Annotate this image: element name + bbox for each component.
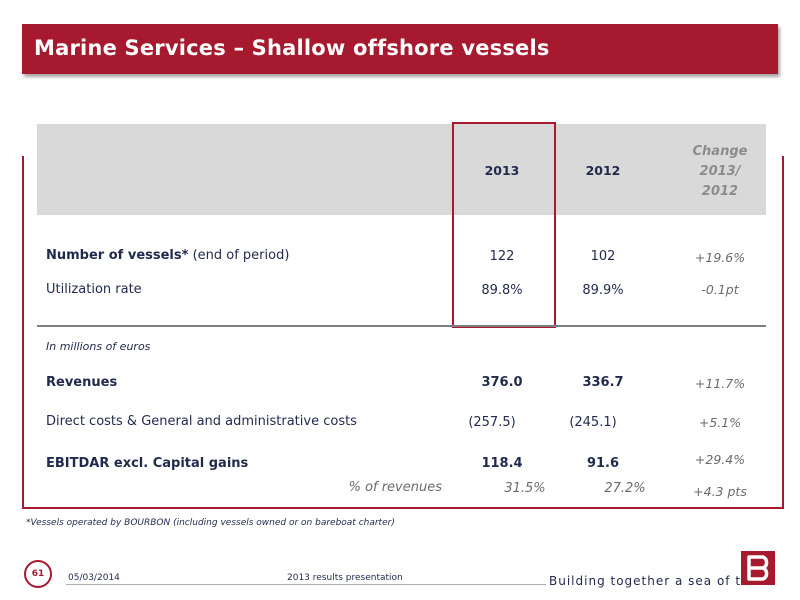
- row-label-pct-revenues: % of revenues: [348, 480, 442, 495]
- page-title: Marine Services – Shallow offshore vesse…: [34, 36, 550, 60]
- row-label-text: Number of vessels*: [46, 248, 189, 263]
- column-header-change: Change 2013/ 2012: [680, 142, 760, 202]
- footer-slogan: Building together a sea of trust: [549, 574, 769, 588]
- page-number: 61: [24, 560, 52, 588]
- change-header-line: 2013/: [699, 164, 741, 179]
- section-divider: [37, 325, 766, 327]
- change-cell: +29.4%: [694, 452, 746, 467]
- change-cell: +4.3 pts: [693, 484, 747, 499]
- change-header-line: 2012: [701, 184, 739, 199]
- b-logo-glyph-icon: [747, 555, 769, 581]
- table-header-band: [37, 124, 766, 215]
- title-bar: Marine Services – Shallow offshore vesse…: [22, 24, 778, 74]
- row-label-costs: Direct costs & General and administrativ…: [46, 414, 357, 429]
- table-cell: 89.8%: [481, 283, 523, 298]
- table-cell: 336.7: [582, 375, 624, 390]
- table-cell: 31.5%: [504, 481, 546, 496]
- bourbon-logo-icon: [741, 551, 775, 585]
- row-label-ebitdar: EBITDAR excl. Capital gains: [46, 456, 249, 471]
- highlight-2013-column: [452, 122, 556, 328]
- table-cell: 376.0: [481, 375, 523, 390]
- table-cell: (257.5): [468, 415, 516, 430]
- table-frame: [22, 156, 784, 509]
- change-cell: +5.1%: [698, 415, 742, 430]
- column-header-2013: 2013: [484, 163, 520, 178]
- footer-presentation: 2013 results presentation: [287, 573, 403, 583]
- table-cell: 89.9%: [582, 283, 624, 298]
- table-cell: 122: [489, 249, 515, 264]
- row-label-vessels: Number of vessels* (end of period): [46, 248, 289, 263]
- table-cell: 102: [590, 249, 616, 264]
- table-cell: 27.2%: [604, 481, 646, 496]
- footer-date: 05/03/2014: [68, 573, 120, 583]
- change-header-line: Change: [692, 144, 748, 159]
- change-cell: +11.7%: [694, 376, 746, 391]
- footnote: *Vessels operated by BOURBON (including …: [26, 518, 395, 528]
- change-cell: +19.6%: [694, 250, 746, 265]
- column-header-2012: 2012: [585, 163, 621, 178]
- row-label-revenues: Revenues: [46, 375, 118, 390]
- table-cell: 118.4: [481, 456, 523, 471]
- footer-divider: [66, 584, 546, 585]
- table-cell: (245.1): [569, 415, 617, 430]
- row-label-utilization: Utilization rate: [46, 282, 142, 297]
- table-cell: 91.6: [586, 456, 620, 471]
- unit-note: In millions of euros: [46, 340, 151, 353]
- row-label-suffix: (end of period): [188, 248, 290, 263]
- change-cell: -0.1pt: [701, 282, 739, 297]
